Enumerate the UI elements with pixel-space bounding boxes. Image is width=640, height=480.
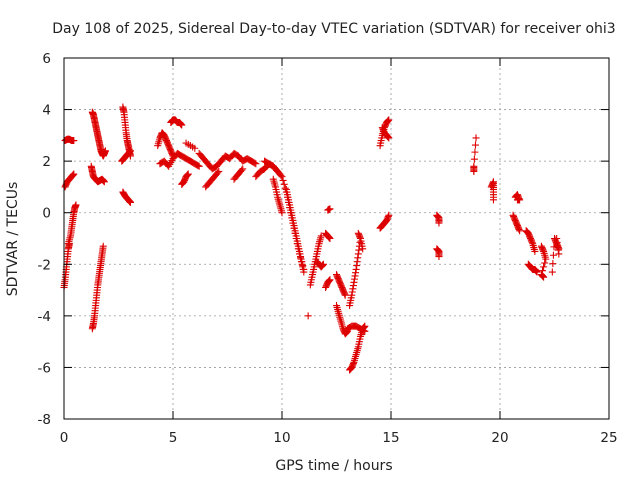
data-point (471, 141, 479, 149)
data-point (191, 144, 199, 152)
x-tick-label: 25 (600, 430, 617, 446)
data-point (101, 147, 109, 155)
data-point (278, 209, 286, 217)
data-point (319, 260, 327, 268)
data-point (184, 170, 192, 178)
data-point (549, 260, 557, 268)
x-tick-label: 10 (273, 430, 290, 446)
data-point (540, 263, 548, 271)
data-point (251, 159, 259, 167)
data-point (385, 134, 393, 142)
data-point (326, 276, 334, 284)
data-point (516, 227, 524, 235)
data-point (549, 251, 557, 259)
data-point (435, 219, 443, 227)
data-point (214, 169, 222, 177)
data-point (361, 327, 369, 335)
data-point (215, 167, 223, 175)
data-point (513, 196, 521, 204)
data-point (304, 312, 312, 320)
data-point (70, 170, 78, 178)
data-point (238, 166, 246, 174)
data-point (126, 147, 134, 155)
data-point (194, 162, 202, 170)
data-point (278, 173, 286, 181)
data-point (277, 171, 285, 179)
data-point (281, 184, 289, 192)
y-tick-label: 2 (42, 154, 51, 170)
axis-ticks: 0 5 10 15 20 25 -8 -6 -4 -2 0 2 4 6 (38, 51, 618, 446)
data-point (470, 162, 478, 170)
data-point (279, 176, 287, 184)
data-point (326, 205, 334, 213)
data-point (470, 155, 478, 163)
data-point (435, 253, 443, 261)
x-axis-label: GPS time / hours (275, 458, 392, 474)
data-point (472, 134, 480, 142)
data-point (70, 137, 78, 145)
data-point (326, 235, 334, 242)
y-tick-label: 6 (42, 51, 51, 67)
y-tick-label: -4 (38, 309, 51, 325)
data-point (195, 162, 203, 170)
plot-frame (63, 57, 610, 420)
data-point (359, 245, 367, 253)
data-point (531, 247, 539, 255)
chart-title: Day 108 of 2025, Sidereal Day-to-day VTE… (52, 21, 615, 37)
data-point (471, 148, 479, 156)
data-point (126, 198, 134, 206)
data-point (360, 327, 368, 335)
data-point (533, 268, 541, 276)
data-point (300, 268, 308, 276)
data-point (252, 160, 260, 168)
x-tick-label: 20 (491, 430, 508, 446)
x-tick-label: 15 (382, 430, 399, 446)
y-tick-label: -8 (38, 412, 51, 428)
y-tick-label: -2 (38, 257, 51, 273)
x-tick-label: 5 (169, 430, 178, 446)
grid-lines (64, 58, 609, 419)
data-point (341, 291, 349, 299)
data-points (60, 103, 563, 374)
data-point (317, 232, 325, 240)
data-point (555, 250, 563, 258)
data-point (280, 180, 288, 188)
data-point (385, 116, 393, 124)
x-tick-label: 0 (60, 430, 69, 446)
data-point (72, 201, 80, 209)
y-tick-label: -6 (38, 360, 51, 376)
y-tick-label: 0 (42, 206, 51, 222)
y-tick-label: 4 (42, 103, 51, 119)
data-point (540, 273, 548, 281)
y-axis-label: SDTVAR / TECUs (5, 182, 21, 297)
data-point (542, 255, 550, 263)
data-point (99, 242, 107, 250)
data-point (548, 268, 556, 276)
data-point (178, 121, 186, 129)
data-point (541, 259, 549, 267)
data-point (489, 196, 497, 204)
data-point (385, 211, 393, 219)
data-point (239, 165, 247, 173)
data-point (100, 178, 108, 186)
